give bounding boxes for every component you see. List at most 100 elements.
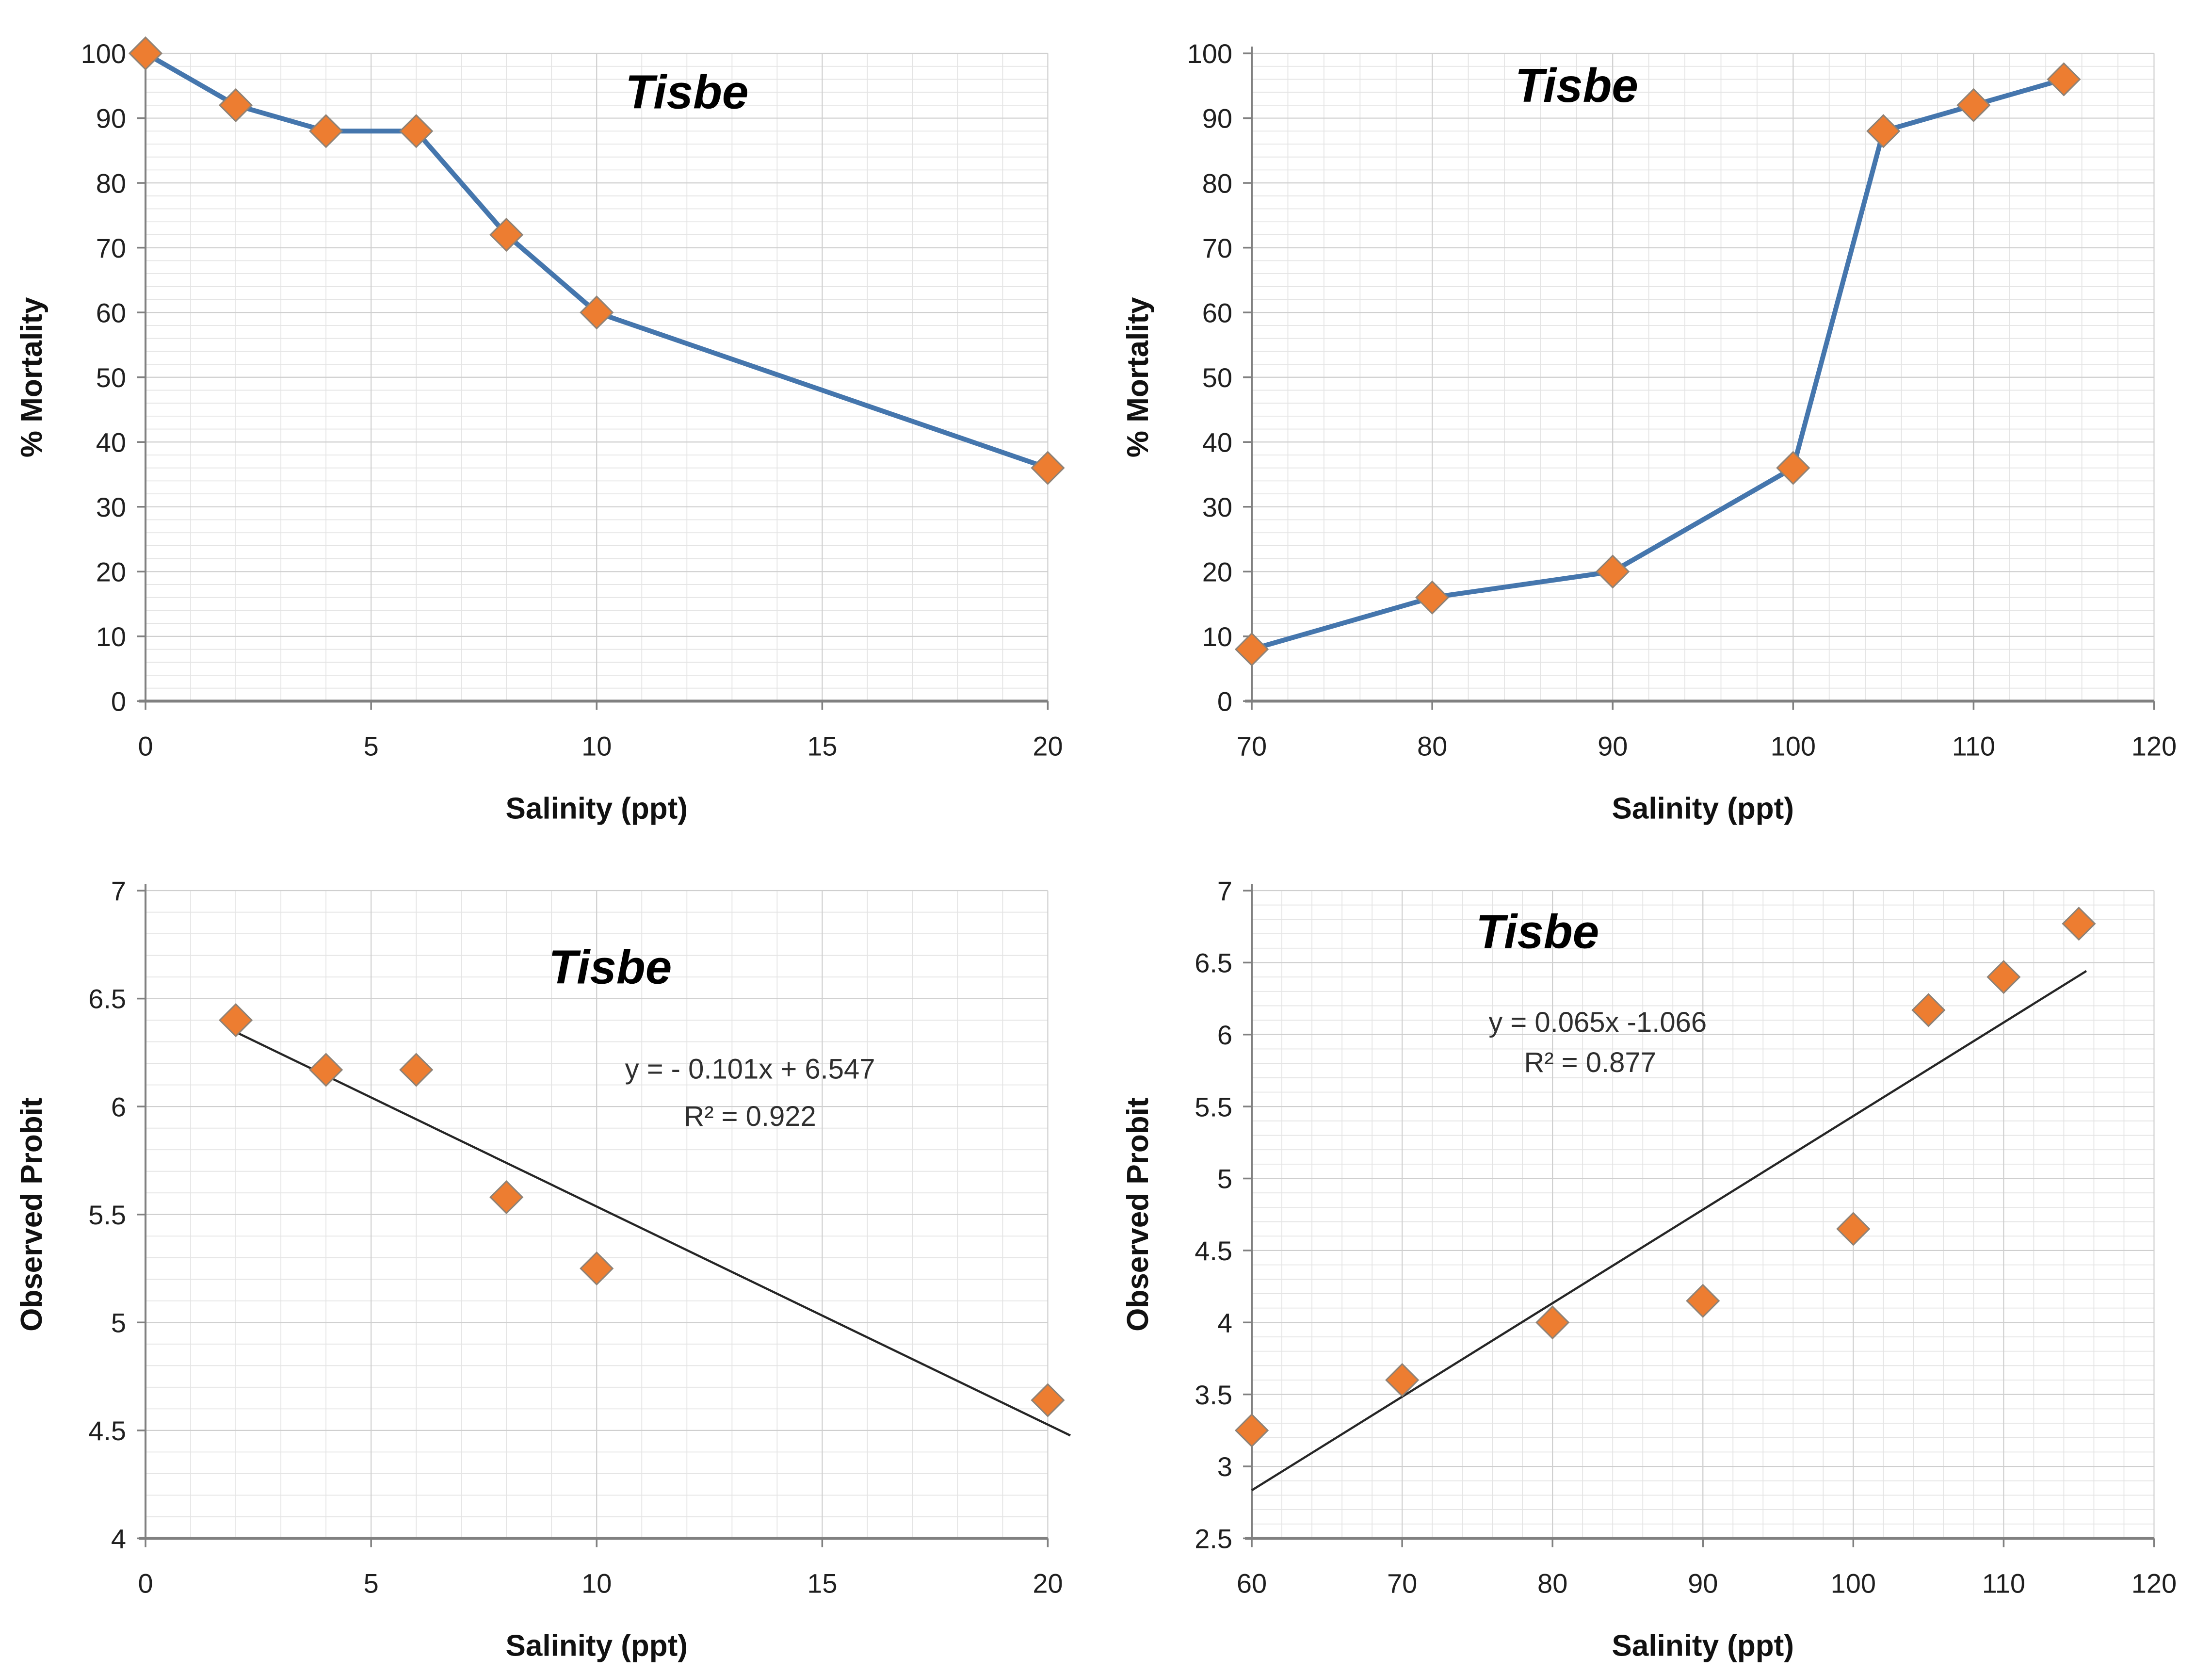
- data-point: [1956, 88, 1991, 122]
- x-tick-label: 70: [1236, 731, 1266, 761]
- data-point: [1234, 632, 1269, 666]
- chart-probit-high-salinity: 60 70 80 90 100 110 120 2.5 3 3.5 4 4.5 5 5.5 6 6.5 7 Sal…: [1106, 837, 2212, 1674]
- data-points: [218, 1003, 1065, 1417]
- data-point: [2061, 906, 2096, 941]
- y-tick-label: 60: [1202, 297, 1232, 328]
- data-point: [1595, 554, 1630, 589]
- y-tick-label: 4.5: [88, 1415, 126, 1446]
- data-points: [1234, 62, 2081, 666]
- axes: [1243, 883, 2155, 1547]
- x-tick-label: 15: [807, 1568, 837, 1598]
- data-point: [1911, 992, 1946, 1027]
- data-point: [580, 1251, 614, 1285]
- data-point: [1836, 1211, 1870, 1246]
- y-tick-label: 100: [1187, 38, 1232, 69]
- gridlines: [145, 890, 1049, 1539]
- y-tick-label: 2.5: [1195, 1523, 1232, 1554]
- x-tick-label: 90: [1598, 731, 1628, 761]
- y-tick-label: 0: [111, 686, 126, 717]
- x-tick-label: 100: [1770, 731, 1815, 761]
- gridlines: [1251, 890, 2155, 1539]
- y-tick-label: 60: [96, 297, 126, 328]
- x-tick-label: 100: [1830, 1568, 1875, 1598]
- tick-labels: 0 5 10 15 20 0 10 20 30 40 50 60 70 80 90 100: [81, 38, 1063, 761]
- y-tick-label: 40: [96, 427, 126, 457]
- data-point: [489, 217, 524, 252]
- chart-mortality-high-salinity-svg: 70 80 90 100 110 120 0 10 20 30 40 50 60 70 80 90 100 Sal…: [1121, 38, 2177, 825]
- data-point: [218, 1003, 253, 1037]
- axes: [137, 883, 1049, 1547]
- y-tick-label: 50: [1202, 362, 1232, 393]
- x-tick-label: 60: [1236, 1568, 1266, 1598]
- data-point: [1415, 580, 1449, 615]
- data-point: [1385, 1363, 1419, 1397]
- y-tick-label: 80: [96, 168, 126, 198]
- axes: [137, 47, 1049, 710]
- chart-probit-low-salinity-svg: 0 5 10 15 20 4 4.5 5 5.5 6 6.5 7 Salinity (ppt) Obser…: [15, 876, 1071, 1662]
- y-tick-label: 4.5: [1195, 1235, 1232, 1266]
- chart-mortality-high-salinity: 70 80 90 100 110 120 0 10 20 30 40 50 60 70 80 90 100 Sal…: [1106, 0, 2212, 837]
- y-tick-label: 6.5: [88, 983, 126, 1014]
- y-tick-label: 80: [1202, 168, 1232, 198]
- y-tick-label: 20: [96, 557, 126, 587]
- data-points: [128, 36, 1065, 485]
- trendline: [1251, 970, 2087, 1491]
- tick-labels: 70 80 90 100 110 120 0 10 20 30 40 50 60 70 80 90 100: [1187, 38, 2177, 761]
- chart-probit-low-salinity: 0 5 10 15 20 4 4.5 5 5.5 6 6.5 7 Salinity (ppt) Obser…: [0, 837, 1106, 1674]
- x-tick-label: 5: [364, 731, 379, 761]
- y-tick-label: 6: [111, 1091, 126, 1122]
- x-tick-label: 120: [2131, 731, 2176, 761]
- data-point: [1234, 1413, 1269, 1447]
- data-point: [1535, 1305, 1569, 1339]
- y-tick-label: 10: [96, 621, 126, 652]
- gridlines: [1251, 52, 2155, 702]
- y-axis-title: % Mortality: [1121, 297, 1155, 457]
- data-point: [128, 36, 163, 71]
- y-tick-label: 100: [81, 38, 126, 69]
- x-tick-label: 110: [1982, 1568, 2025, 1598]
- y-tick-label: 70: [1202, 233, 1232, 263]
- data-point: [1031, 1382, 1065, 1417]
- r-squared-label: R² = 0.922: [684, 1101, 816, 1132]
- y-tick-label: 50: [96, 362, 126, 393]
- y-tick-label: 6: [1217, 1019, 1232, 1050]
- y-tick-label: 7: [1217, 876, 1232, 906]
- data-point: [1031, 451, 1065, 485]
- chart-title: Tisbe: [549, 940, 672, 993]
- y-tick-label: 4: [111, 1523, 126, 1554]
- y-axis-title: % Mortality: [15, 297, 48, 457]
- y-tick-label: 7: [111, 876, 126, 906]
- equation-label: y = 0.065x -1.066: [1488, 1006, 1707, 1038]
- y-tick-label: 6.5: [1195, 947, 1232, 978]
- y-tick-label: 3: [1217, 1451, 1232, 1482]
- x-tick-label: 20: [1033, 731, 1063, 761]
- y-tick-label: 0: [1217, 686, 1232, 717]
- y-tick-label: 10: [1202, 621, 1232, 652]
- x-tick-label: 70: [1387, 1568, 1417, 1598]
- y-tick-label: 90: [1202, 103, 1232, 134]
- x-tick-label: 15: [807, 731, 837, 761]
- x-tick-label: 10: [581, 731, 612, 761]
- x-axis-title: Salinity (ppt): [506, 1629, 688, 1662]
- axes: [1243, 47, 2155, 710]
- y-tick-label: 90: [96, 103, 126, 134]
- data-point: [218, 88, 253, 122]
- x-tick-label: 80: [1417, 731, 1447, 761]
- chart-mortality-low-salinity-svg: 0 5 10 15 20 0 10 20 30 40 50 60 70 80 90 100 Salinity (…: [15, 36, 1065, 825]
- y-tick-label: 3.5: [1195, 1379, 1232, 1410]
- data-point: [309, 114, 343, 148]
- y-tick-label: 4: [1217, 1307, 1232, 1338]
- y-tick-label: 5: [1217, 1163, 1232, 1194]
- data-point: [2046, 62, 2081, 97]
- data-point: [399, 114, 434, 148]
- data-point: [1685, 1284, 1720, 1318]
- y-tick-label: 5: [111, 1307, 126, 1338]
- data-point: [1776, 451, 1810, 485]
- chart-title: Tisbe: [1476, 905, 1599, 958]
- data-point: [580, 295, 614, 330]
- data-point: [309, 1052, 343, 1087]
- tick-labels: 60 70 80 90 100 110 120 2.5 3 3.5 4 4.5 5 5.5 6 6.5 7: [1195, 876, 2177, 1598]
- y-tick-label: 30: [96, 492, 126, 522]
- x-tick-label: 5: [364, 1568, 379, 1598]
